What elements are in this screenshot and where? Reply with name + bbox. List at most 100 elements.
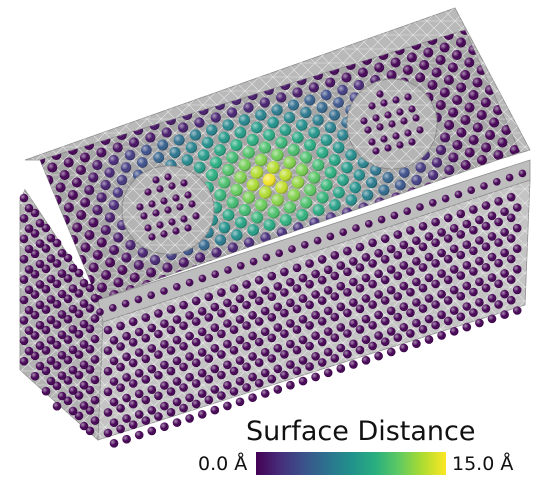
bead-shading: [372, 147, 380, 155]
bead-shading: [292, 263, 302, 273]
bead-shading: [538, 148, 548, 158]
bead-shading: [472, 122, 483, 133]
bead-shading: [234, 171, 247, 184]
bead-shading: [292, 366, 302, 376]
bead-shading: [316, 191, 329, 204]
bead-shading: [349, 257, 358, 266]
bead-shading: [443, 213, 453, 223]
bead-shading: [400, 117, 408, 125]
bead-shading: [172, 194, 180, 202]
bead-shading: [35, 341, 45, 350]
bead-shading: [449, 285, 459, 295]
bead-shading: [416, 126, 424, 134]
bead-shading: [154, 391, 163, 401]
bead-shading: [390, 211, 399, 220]
bead-shading: [116, 383, 125, 393]
bead-shading: [19, 356, 29, 366]
bead-shading: [320, 134, 333, 146]
bead-shading: [472, 77, 483, 88]
bead-shading: [85, 385, 95, 395]
bead-shading: [92, 159, 103, 171]
bead-shading: [238, 114, 251, 126]
bead-shading: [355, 345, 365, 355]
bead-shading: [469, 267, 478, 276]
bead-shading: [305, 362, 314, 371]
bead-shading: [283, 201, 296, 214]
bead-shading: [487, 273, 497, 282]
bead-shading: [116, 404, 125, 413]
bead: [484, 40, 495, 50]
bead-shading: [456, 271, 466, 280]
bead-shading: [424, 232, 434, 241]
bead-shading: [147, 344, 157, 353]
bead-shading: [399, 343, 409, 353]
bead-shading: [343, 308, 352, 318]
bead-shading: [223, 381, 232, 390]
bead-shading: [460, 70, 471, 80]
bead-shading: [52, 361, 62, 370]
bead-shading: [449, 327, 459, 336]
bead-shading: [427, 169, 439, 181]
bead-shading: [152, 209, 160, 217]
bead-shading: [431, 300, 440, 309]
bead-shading: [184, 191, 192, 199]
bead-shading: [116, 424, 125, 434]
bead-shading: [185, 393, 194, 403]
bead-shading: [191, 337, 201, 347]
bead-shading: [223, 360, 232, 370]
legend-min-label: 0.0 Å: [198, 453, 248, 475]
bead-shading: [189, 129, 202, 141]
bead-shading: [522, 108, 532, 118]
bead-shading: [197, 368, 207, 378]
bead-shading: [311, 310, 320, 320]
bead-shading: [79, 340, 89, 349]
bead-shading: [500, 248, 509, 258]
bead: [530, 128, 540, 138]
bead-shading: [90, 355, 100, 364]
bead-shading: [74, 268, 84, 278]
bead-shading: [341, 161, 353, 174]
bead-shading: [271, 104, 283, 116]
bead-shading: [122, 414, 131, 423]
bead-shading: [286, 298, 295, 308]
bead-shading: [141, 354, 151, 364]
bead-shading: [46, 356, 56, 365]
bead-shading: [35, 300, 45, 310]
bead-shading: [169, 146, 181, 159]
bead-shading: [317, 255, 327, 264]
bead-shading: [41, 325, 51, 335]
bead-shading: [19, 193, 29, 203]
bead-shading: [412, 339, 421, 349]
bead-shading: [396, 108, 404, 116]
bead-shading: [448, 152, 459, 163]
bead-shading: [406, 287, 415, 297]
bead-shading: [67, 190, 78, 200]
bead-shading: [509, 145, 520, 155]
bead-shading: [336, 323, 346, 332]
bead-shading: [254, 337, 264, 347]
bead-shading: [92, 204, 103, 216]
bead-shading: [424, 294, 434, 303]
bead-shading: [35, 361, 45, 371]
bead-shading: [30, 208, 40, 218]
bead-shading: [392, 132, 400, 140]
bead-shading: [368, 300, 377, 309]
bead-shading: [192, 212, 200, 220]
bead-shading: [68, 345, 78, 355]
bead-shading: [376, 90, 384, 98]
bead-shading: [447, 62, 458, 73]
bead-shading: [52, 381, 62, 391]
bead-shading: [454, 190, 463, 199]
bead-shading: [406, 308, 415, 318]
bead-shading: [122, 393, 131, 403]
bead-shading: [41, 223, 51, 233]
bead-shading: [472, 32, 483, 43]
bead-shading: [41, 386, 51, 396]
bead-shading: [406, 226, 415, 235]
bead-shading: [361, 294, 371, 303]
bead-shading: [57, 391, 67, 401]
bead-shading: [500, 228, 509, 237]
bead-shading: [305, 279, 314, 289]
bead-shading: [449, 224, 459, 233]
bead-shading: [166, 325, 176, 335]
